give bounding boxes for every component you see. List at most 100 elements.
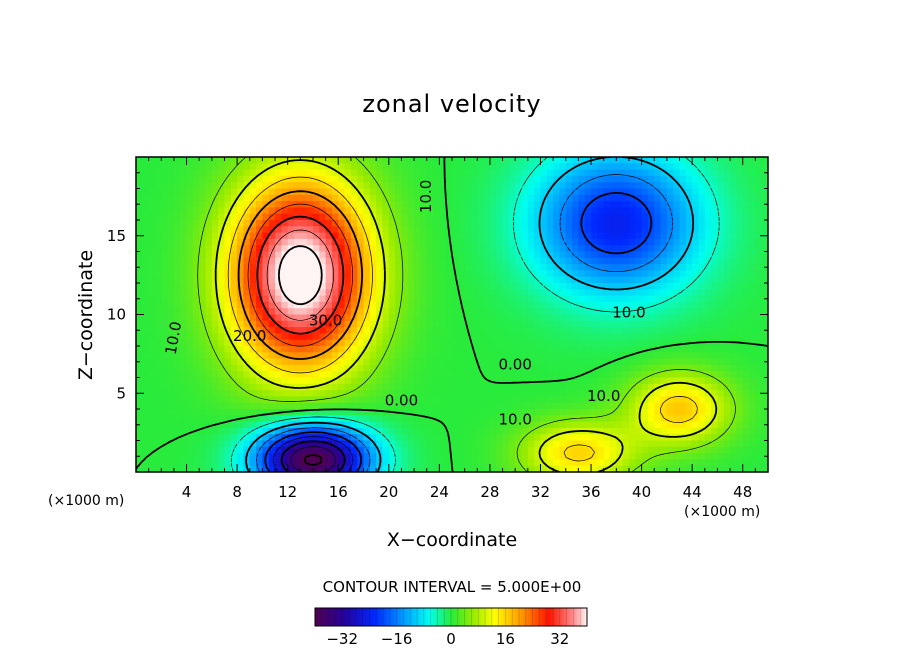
field-cell	[205, 301, 213, 309]
field-cell	[742, 446, 750, 454]
field-cell	[136, 238, 143, 246]
field-cell	[483, 301, 491, 309]
field-cell	[262, 163, 270, 171]
field-cell	[736, 333, 744, 341]
field-cell	[521, 383, 529, 391]
field-cell	[641, 213, 649, 221]
field-cell	[489, 396, 497, 404]
field-cell	[755, 301, 763, 309]
field-cell	[483, 440, 491, 448]
field-cell	[704, 194, 712, 202]
field-cell	[142, 270, 150, 278]
field-cell	[154, 459, 162, 467]
field-cell	[761, 409, 768, 416]
field-cell	[312, 169, 320, 177]
field-cell	[508, 434, 516, 442]
field-cell	[673, 220, 681, 227]
field-cell	[192, 396, 200, 404]
field-cell	[508, 358, 516, 366]
field-cell	[445, 257, 453, 265]
field-cell	[742, 377, 750, 385]
field-cell	[256, 238, 263, 246]
field-cell	[452, 276, 459, 284]
field-cell	[565, 327, 573, 334]
field-cell	[407, 226, 415, 234]
field-cell	[692, 434, 700, 442]
field-cell	[616, 213, 624, 221]
field-cell	[325, 264, 333, 271]
field-cell	[736, 314, 744, 322]
field-cell	[142, 446, 150, 454]
field-cell	[521, 314, 529, 322]
field-cell	[521, 188, 529, 196]
field-cell	[148, 377, 156, 385]
field-cell	[527, 390, 535, 397]
field-cell	[464, 194, 472, 202]
field-cell	[628, 188, 636, 196]
field-cell	[584, 245, 592, 253]
field-cell	[388, 251, 396, 259]
field-cell	[136, 163, 143, 171]
field-cell	[319, 440, 327, 448]
field-cell	[628, 415, 636, 423]
field-cell	[414, 434, 421, 442]
field-cell	[761, 314, 768, 322]
field-cell	[199, 383, 207, 391]
field-cell	[224, 188, 232, 196]
field-cell	[736, 188, 744, 196]
field-cell	[647, 358, 655, 366]
field-cell	[603, 213, 611, 221]
field-cell	[180, 289, 188, 297]
field-cell	[489, 220, 497, 227]
field-cell	[521, 213, 529, 221]
field-cell	[426, 251, 434, 259]
field-cell	[357, 175, 365, 183]
field-cell	[761, 251, 768, 259]
field-cell	[698, 314, 706, 322]
field-cell	[458, 232, 466, 240]
field-cell	[161, 390, 169, 397]
field-cell	[635, 346, 643, 353]
field-cell	[458, 358, 466, 366]
field-cell	[565, 295, 573, 303]
field-cell	[173, 339, 181, 347]
field-cell	[628, 320, 636, 328]
field-cell	[742, 295, 750, 303]
field-cell	[180, 264, 188, 271]
field-cell	[275, 421, 282, 429]
field-cell	[540, 339, 548, 347]
field-cell	[230, 371, 238, 379]
field-cell	[376, 415, 384, 423]
field-cell	[414, 289, 421, 297]
field-cell	[610, 175, 617, 183]
field-cell	[154, 188, 162, 196]
field-cell	[230, 383, 238, 391]
field-cell	[211, 333, 219, 341]
field-cell	[736, 257, 744, 265]
field-cell	[249, 283, 257, 290]
field-cell	[218, 358, 226, 366]
field-cell	[154, 453, 162, 460]
field-cell	[173, 320, 181, 328]
field-cell	[464, 421, 472, 429]
field-cell	[294, 245, 301, 253]
field-cell	[136, 415, 143, 423]
field-cell	[281, 390, 289, 397]
field-cell	[730, 226, 737, 234]
field-cell	[572, 421, 579, 429]
field-cell	[464, 383, 472, 391]
field-cell	[205, 396, 213, 404]
field-cell	[622, 188, 630, 196]
field-cell	[603, 333, 611, 341]
field-cell	[243, 409, 251, 416]
field-cell	[452, 257, 459, 265]
field-cell	[319, 264, 327, 271]
field-cell	[161, 295, 169, 303]
field-cell	[572, 333, 579, 341]
field-cell	[584, 301, 592, 309]
field-cell	[319, 390, 327, 397]
field-cell	[173, 364, 181, 372]
field-cell	[237, 409, 245, 416]
field-cell	[414, 220, 421, 227]
field-cell	[414, 402, 421, 410]
